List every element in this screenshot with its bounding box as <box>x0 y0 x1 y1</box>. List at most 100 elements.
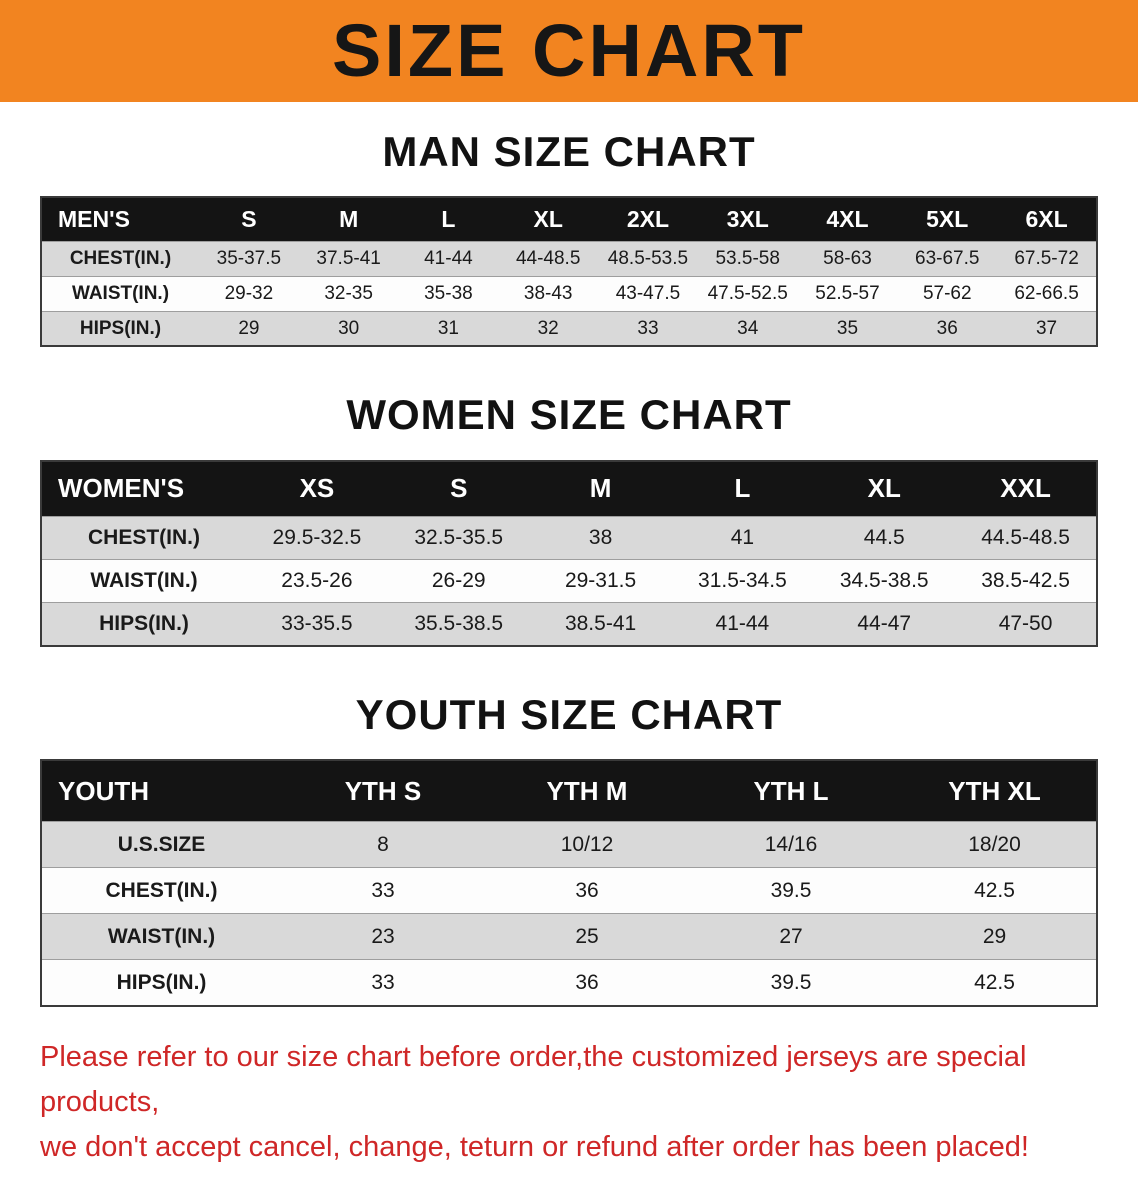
measure-value: 36 <box>897 310 998 347</box>
women-size-section: WOMEN SIZE CHART WOMEN'S XS S M L XL XXL CHEST(I… <box>0 391 1138 647</box>
measure-value: 37.5-41 <box>298 240 399 277</box>
measure-value: 26-29 <box>387 559 530 603</box>
measure-value: 27 <box>689 913 893 960</box>
measure-label: CHEST(IN.) <box>41 867 281 914</box>
measure-value: 44-48.5 <box>498 240 599 277</box>
measure-value: 18/20 <box>893 821 1097 868</box>
measure-value: 29.5-32.5 <box>246 516 388 560</box>
youth-size-column-header: YTH M <box>546 775 628 806</box>
disclaimer-line-1: Please refer to our size chart before or… <box>40 1040 1027 1118</box>
measure-value: 63-67.5 <box>897 240 998 277</box>
youth-section-heading: YOUTH SIZE CHART <box>355 690 783 738</box>
measure-label: HIPS(IN.) <box>41 310 199 347</box>
measure-label: CHEST(IN.) <box>41 240 199 277</box>
measure-label: U.S.SIZE <box>41 821 281 868</box>
measure-value: 32 <box>498 310 599 347</box>
measure-value: 31 <box>398 310 499 347</box>
measure-value: 8 <box>281 821 485 868</box>
measure-value: 47-50 <box>955 602 1097 646</box>
measure-value: 36 <box>485 867 689 914</box>
men-measure-row: CHEST(IN.) 35-37.5 37.5-41 41-44 44-48.5 48.5… <box>41 240 1097 277</box>
measure-label: WAIST(IN.) <box>41 913 281 960</box>
measure-value: 67.5-72 <box>997 240 1097 277</box>
women-table-title: WOMEN'S <box>58 473 185 504</box>
measure-value: 30 <box>298 310 399 347</box>
measure-value: 33 <box>281 867 485 914</box>
measure-value: 33 <box>598 310 698 347</box>
women-measure-row: WAIST(IN.) 23.5-26 26-29 29-31.5 31.5-34.5 34… <box>41 559 1097 603</box>
measure-value: 35.5-38.5 <box>387 602 530 646</box>
measure-value: 36 <box>485 959 689 1006</box>
measure-value: 44-47 <box>813 602 956 646</box>
women-header-row: WOMEN'S XS S M L XL XXL <box>41 460 1097 517</box>
measure-value: 41-44 <box>398 240 499 277</box>
women-size-column-header: M <box>589 473 612 504</box>
women-size-column-header: S <box>450 473 468 504</box>
measure-label: CHEST(IN.) <box>41 516 246 560</box>
measure-value: 42.5 <box>893 867 1097 914</box>
measure-value: 38.5-42.5 <box>955 559 1097 603</box>
measure-value: 31.5-34.5 <box>671 559 814 603</box>
men-section-heading: MAN SIZE CHART <box>382 128 756 175</box>
measure-value: 33 <box>281 959 485 1006</box>
women-size-table: WOMEN'S XS S M L XL XXL CHEST(IN.) 29.5-32.5 32.5… <box>40 459 1098 647</box>
measure-value: 32-35 <box>298 275 399 312</box>
youth-size-column-header: YTH XL <box>948 775 1041 806</box>
women-section-heading: WOMEN SIZE CHART <box>346 391 792 439</box>
measure-value: 29 <box>893 913 1097 960</box>
measure-value: 58-63 <box>797 240 898 277</box>
measure-value: 29-32 <box>199 275 299 312</box>
men-size-column-header: L <box>441 206 456 233</box>
measure-value: 32.5-35.5 <box>387 516 530 560</box>
measure-value: 23 <box>281 913 485 960</box>
measure-value: 42.5 <box>893 959 1097 1006</box>
youth-measure-row: WAIST(IN.) 23 25 27 29 <box>41 913 1097 960</box>
measure-value: 41 <box>671 516 814 560</box>
youth-size-table: YOUTH YTH S YTH M YTH L YTH XL U.S.SIZE 8 10/12… <box>40 758 1098 1007</box>
measure-value: 62-66.5 <box>997 275 1097 312</box>
measure-label: WAIST(IN.) <box>41 559 246 603</box>
measure-value: 39.5 <box>689 959 893 1006</box>
youth-measure-row: HIPS(IN.) 33 36 39.5 42.5 <box>41 959 1097 1006</box>
measure-value: 43-47.5 <box>598 275 698 312</box>
youth-measure-row: U.S.SIZE 8 10/12 14/16 18/20 <box>41 821 1097 868</box>
measure-value: 44.5-48.5 <box>955 516 1097 560</box>
measure-value: 44.5 <box>813 516 956 560</box>
men-size-column-header: M <box>339 206 359 233</box>
women-size-column-header: XXL <box>1000 473 1051 504</box>
banner: SIZE CHART <box>0 0 1138 102</box>
measure-value: 29-31.5 <box>529 559 672 603</box>
measure-value: 33-35.5 <box>246 602 388 646</box>
measure-value: 23.5-26 <box>246 559 388 603</box>
measure-value: 14/16 <box>689 821 893 868</box>
youth-header-row: YOUTH YTH S YTH M YTH L YTH XL <box>41 759 1097 822</box>
women-measure-row: HIPS(IN.) 33-35.5 35.5-38.5 38.5-41 41-44 44-… <box>41 602 1097 646</box>
measure-value: 52.5-57 <box>797 275 898 312</box>
measure-value: 48.5-53.5 <box>598 240 698 277</box>
measure-value: 34.5-38.5 <box>813 559 956 603</box>
measure-value: 41-44 <box>671 602 814 646</box>
measure-value: 39.5 <box>689 867 893 914</box>
men-table-title: MEN'S <box>58 206 130 233</box>
youth-size-column-header: YTH S <box>344 775 422 806</box>
men-size-column-header: 3XL <box>726 206 769 233</box>
men-measure-row: WAIST(IN.) 29-32 32-35 35-38 38-43 43-47.5 47.… <box>41 275 1097 312</box>
measure-value: 38-43 <box>498 275 599 312</box>
women-size-column-header: XS <box>299 473 335 504</box>
measure-value: 57-62 <box>897 275 998 312</box>
measure-label: HIPS(IN.) <box>41 959 281 1006</box>
men-size-column-header: S <box>241 206 257 233</box>
women-measure-row: CHEST(IN.) 29.5-32.5 32.5-35.5 38 41 44.5 44.5… <box>41 516 1097 560</box>
men-size-column-header: XL <box>533 206 563 233</box>
measure-value: 34 <box>697 310 798 347</box>
disclaimer: Please refer to our size chart before or… <box>0 1035 1138 1184</box>
measure-label: WAIST(IN.) <box>41 275 199 312</box>
page-title: SIZE CHART <box>332 9 806 92</box>
men-size-section: MAN SIZE CHART MEN'S S M L XL 2XL 3XL 4XL 5XL 6XL C… <box>0 128 1138 348</box>
women-size-column-header: XL <box>867 473 901 504</box>
measure-value: 10/12 <box>485 821 689 868</box>
measure-value: 53.5-58 <box>697 240 798 277</box>
measure-value: 35-38 <box>398 275 499 312</box>
size-sections: MAN SIZE CHART MEN'S S M L XL 2XL 3XL 4XL 5XL 6XL C… <box>0 128 1138 1007</box>
